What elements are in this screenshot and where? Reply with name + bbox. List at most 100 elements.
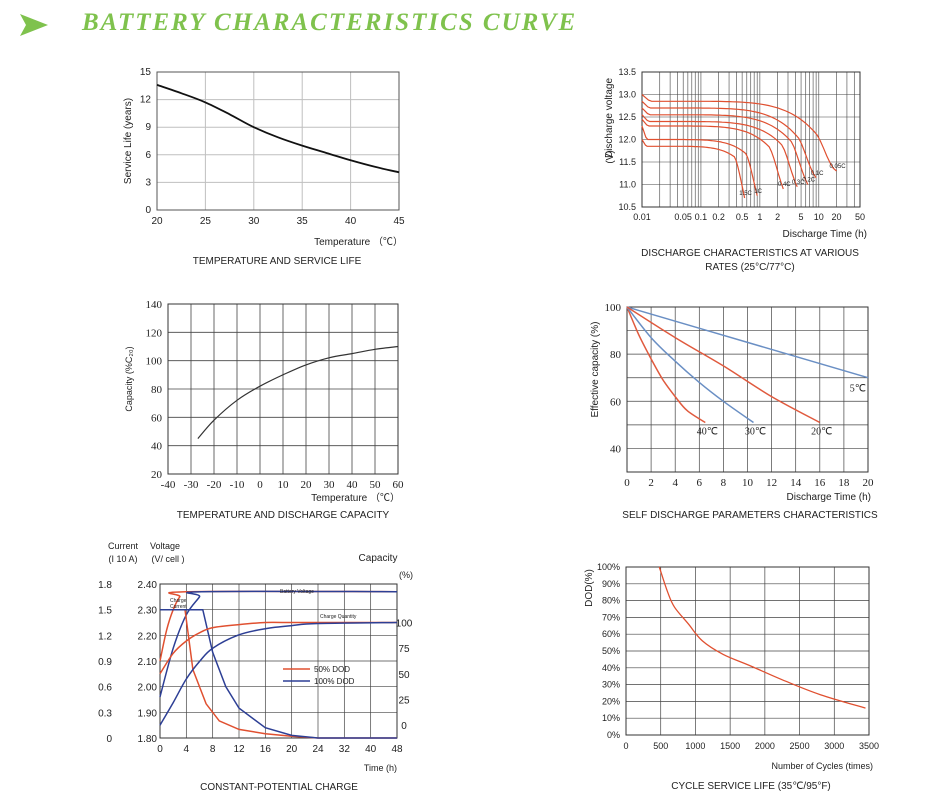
voltage-tick-label: 1.80 [138, 734, 158, 745]
y-tick-label: 11.5 [619, 157, 636, 167]
y-tick-label: 6 [145, 150, 151, 161]
voltage-tick-label: 2.20 [138, 631, 158, 642]
chart-title: CONSTANT-POTENTIAL CHARGE [200, 782, 358, 793]
x-tick-label: 14 [790, 477, 802, 489]
x-tick-label: 5 [799, 212, 804, 222]
series-line [197, 345, 399, 439]
x-tick-label: 40 [347, 479, 359, 491]
series-line [641, 107, 809, 185]
current-axis-unit: (I 10 A) [108, 554, 137, 564]
y-tick-label: 80 [151, 384, 163, 396]
y-tick-label: 9 [145, 122, 151, 133]
series-label: 0.2C [802, 178, 815, 184]
capacity-tick-label: 0 [401, 721, 407, 732]
x-tick-label: 32 [339, 744, 351, 755]
chart-title: DISCHARGE CHARACTERISTICS AT VARIOUS [641, 248, 859, 259]
series-line [626, 306, 821, 424]
x-tick-label: 2500 [790, 741, 810, 751]
series-label: 1.5C [739, 191, 752, 197]
legend-label: 50% DOD [314, 665, 350, 674]
y-tick-label: 60 [151, 412, 163, 424]
y-tick-label: 100% [597, 562, 620, 572]
annotation-battery-voltage: Battery Voltage [280, 589, 314, 595]
legend-label: 100% DOD [314, 677, 355, 686]
y-tick-label: 80% [602, 596, 620, 606]
annotation-charge-current: Charge [170, 598, 187, 604]
series-line [626, 306, 869, 379]
y-tick-label: 50% [602, 646, 620, 656]
x-tick-label: 0 [624, 477, 630, 489]
series-line [641, 139, 746, 199]
series-line [641, 94, 837, 172]
x-tick-label: -40 [161, 479, 176, 491]
x-tick-label: 45 [393, 216, 405, 227]
x-tick-label: 0.05 [674, 212, 692, 222]
x-axis-label: Discharge Time (h) [783, 229, 867, 240]
series-line [626, 306, 754, 424]
series-line [626, 306, 706, 424]
series-label: 0.1C [811, 171, 824, 177]
x-tick-label: 40 [345, 216, 357, 227]
x-tick-label: 4 [672, 477, 678, 489]
x-tick-label: 20 [151, 216, 163, 227]
y-axis-label: Capacity (%C₂₀) [124, 346, 134, 411]
series-label: 0.05C [830, 164, 847, 170]
series-line [159, 621, 398, 726]
current-tick-label: 1.8 [98, 580, 112, 591]
x-tick-label: 1 [757, 212, 762, 222]
capacity-tick-label: 25 [398, 696, 410, 707]
series-line [160, 608, 397, 739]
current-tick-label: 0.3 [98, 708, 112, 719]
voltage-axis-unit: (V/ cell ) [151, 554, 184, 564]
x-tick-label: 20 [301, 479, 313, 491]
y-tick-label: 11.0 [619, 180, 636, 190]
y-tick-label: 20% [602, 696, 620, 706]
x-tick-label: 8 [210, 744, 216, 755]
series-line [641, 125, 758, 196]
current-tick-label: 0.9 [98, 657, 112, 668]
chart-title: TEMPERATURE AND DISCHARGE CAPACITY [177, 510, 390, 521]
x-tick-label: 0 [623, 741, 628, 751]
series-line [641, 100, 817, 179]
x-tick-label: 0.1 [695, 212, 708, 222]
voltage-tick-label: 2.00 [138, 683, 158, 694]
series-label: 0.4C [778, 182, 791, 188]
x-tick-label: 40 [365, 744, 377, 755]
x-tick-label: 20 [863, 477, 875, 489]
y-tick-label: 3 [145, 177, 151, 188]
y-tick-label: 60 [610, 396, 622, 408]
y-tick-label: 12.0 [618, 135, 636, 145]
arrow-icon [20, 14, 48, 36]
series-label: 40℃ [697, 427, 718, 438]
y-tick-label: 10.5 [618, 202, 636, 212]
capacity-axis-label: Capacity [359, 553, 398, 564]
series-line [641, 118, 784, 190]
voltage-tick-label: 2.30 [138, 606, 158, 617]
y-tick-label: 15 [140, 67, 152, 78]
y-tick-label: 12 [140, 95, 152, 106]
x-tick-label: 18 [838, 477, 850, 489]
annotation-charge-quantity: Charge Quantity [320, 614, 357, 620]
series-label: 30℃ [745, 427, 766, 438]
plot-frame [625, 566, 870, 736]
y-tick-label: 40 [610, 443, 622, 455]
y-tick-label: 20 [151, 469, 163, 481]
y-tick-label: 13.5 [618, 67, 636, 77]
x-axis-label: Temperature （℃） [311, 492, 400, 504]
chart-title: SELF DISCHARGE PARAMETERS CHARACTERISTIC… [622, 510, 878, 521]
x-tick-label: 4 [184, 744, 190, 755]
y-tick-label: 10% [602, 713, 620, 723]
x-tick-label: 35 [297, 216, 309, 227]
x-tick-label: 50 [370, 479, 382, 491]
series-line [658, 566, 866, 709]
x-tick-label: 12 [233, 744, 245, 755]
x-tick-label: 12 [766, 477, 777, 489]
x-axis-label: Discharge Time (h) [787, 492, 871, 503]
x-tick-label: 3500 [859, 741, 879, 751]
x-tick-label: 10 [814, 212, 824, 222]
y-tick-label: 100 [146, 356, 163, 368]
x-axis-label: Number of Cycles (times) [771, 761, 873, 771]
y-axis-label: Discharge voltage [604, 78, 615, 158]
series-line [156, 84, 400, 174]
x-tick-label: -10 [230, 479, 245, 491]
